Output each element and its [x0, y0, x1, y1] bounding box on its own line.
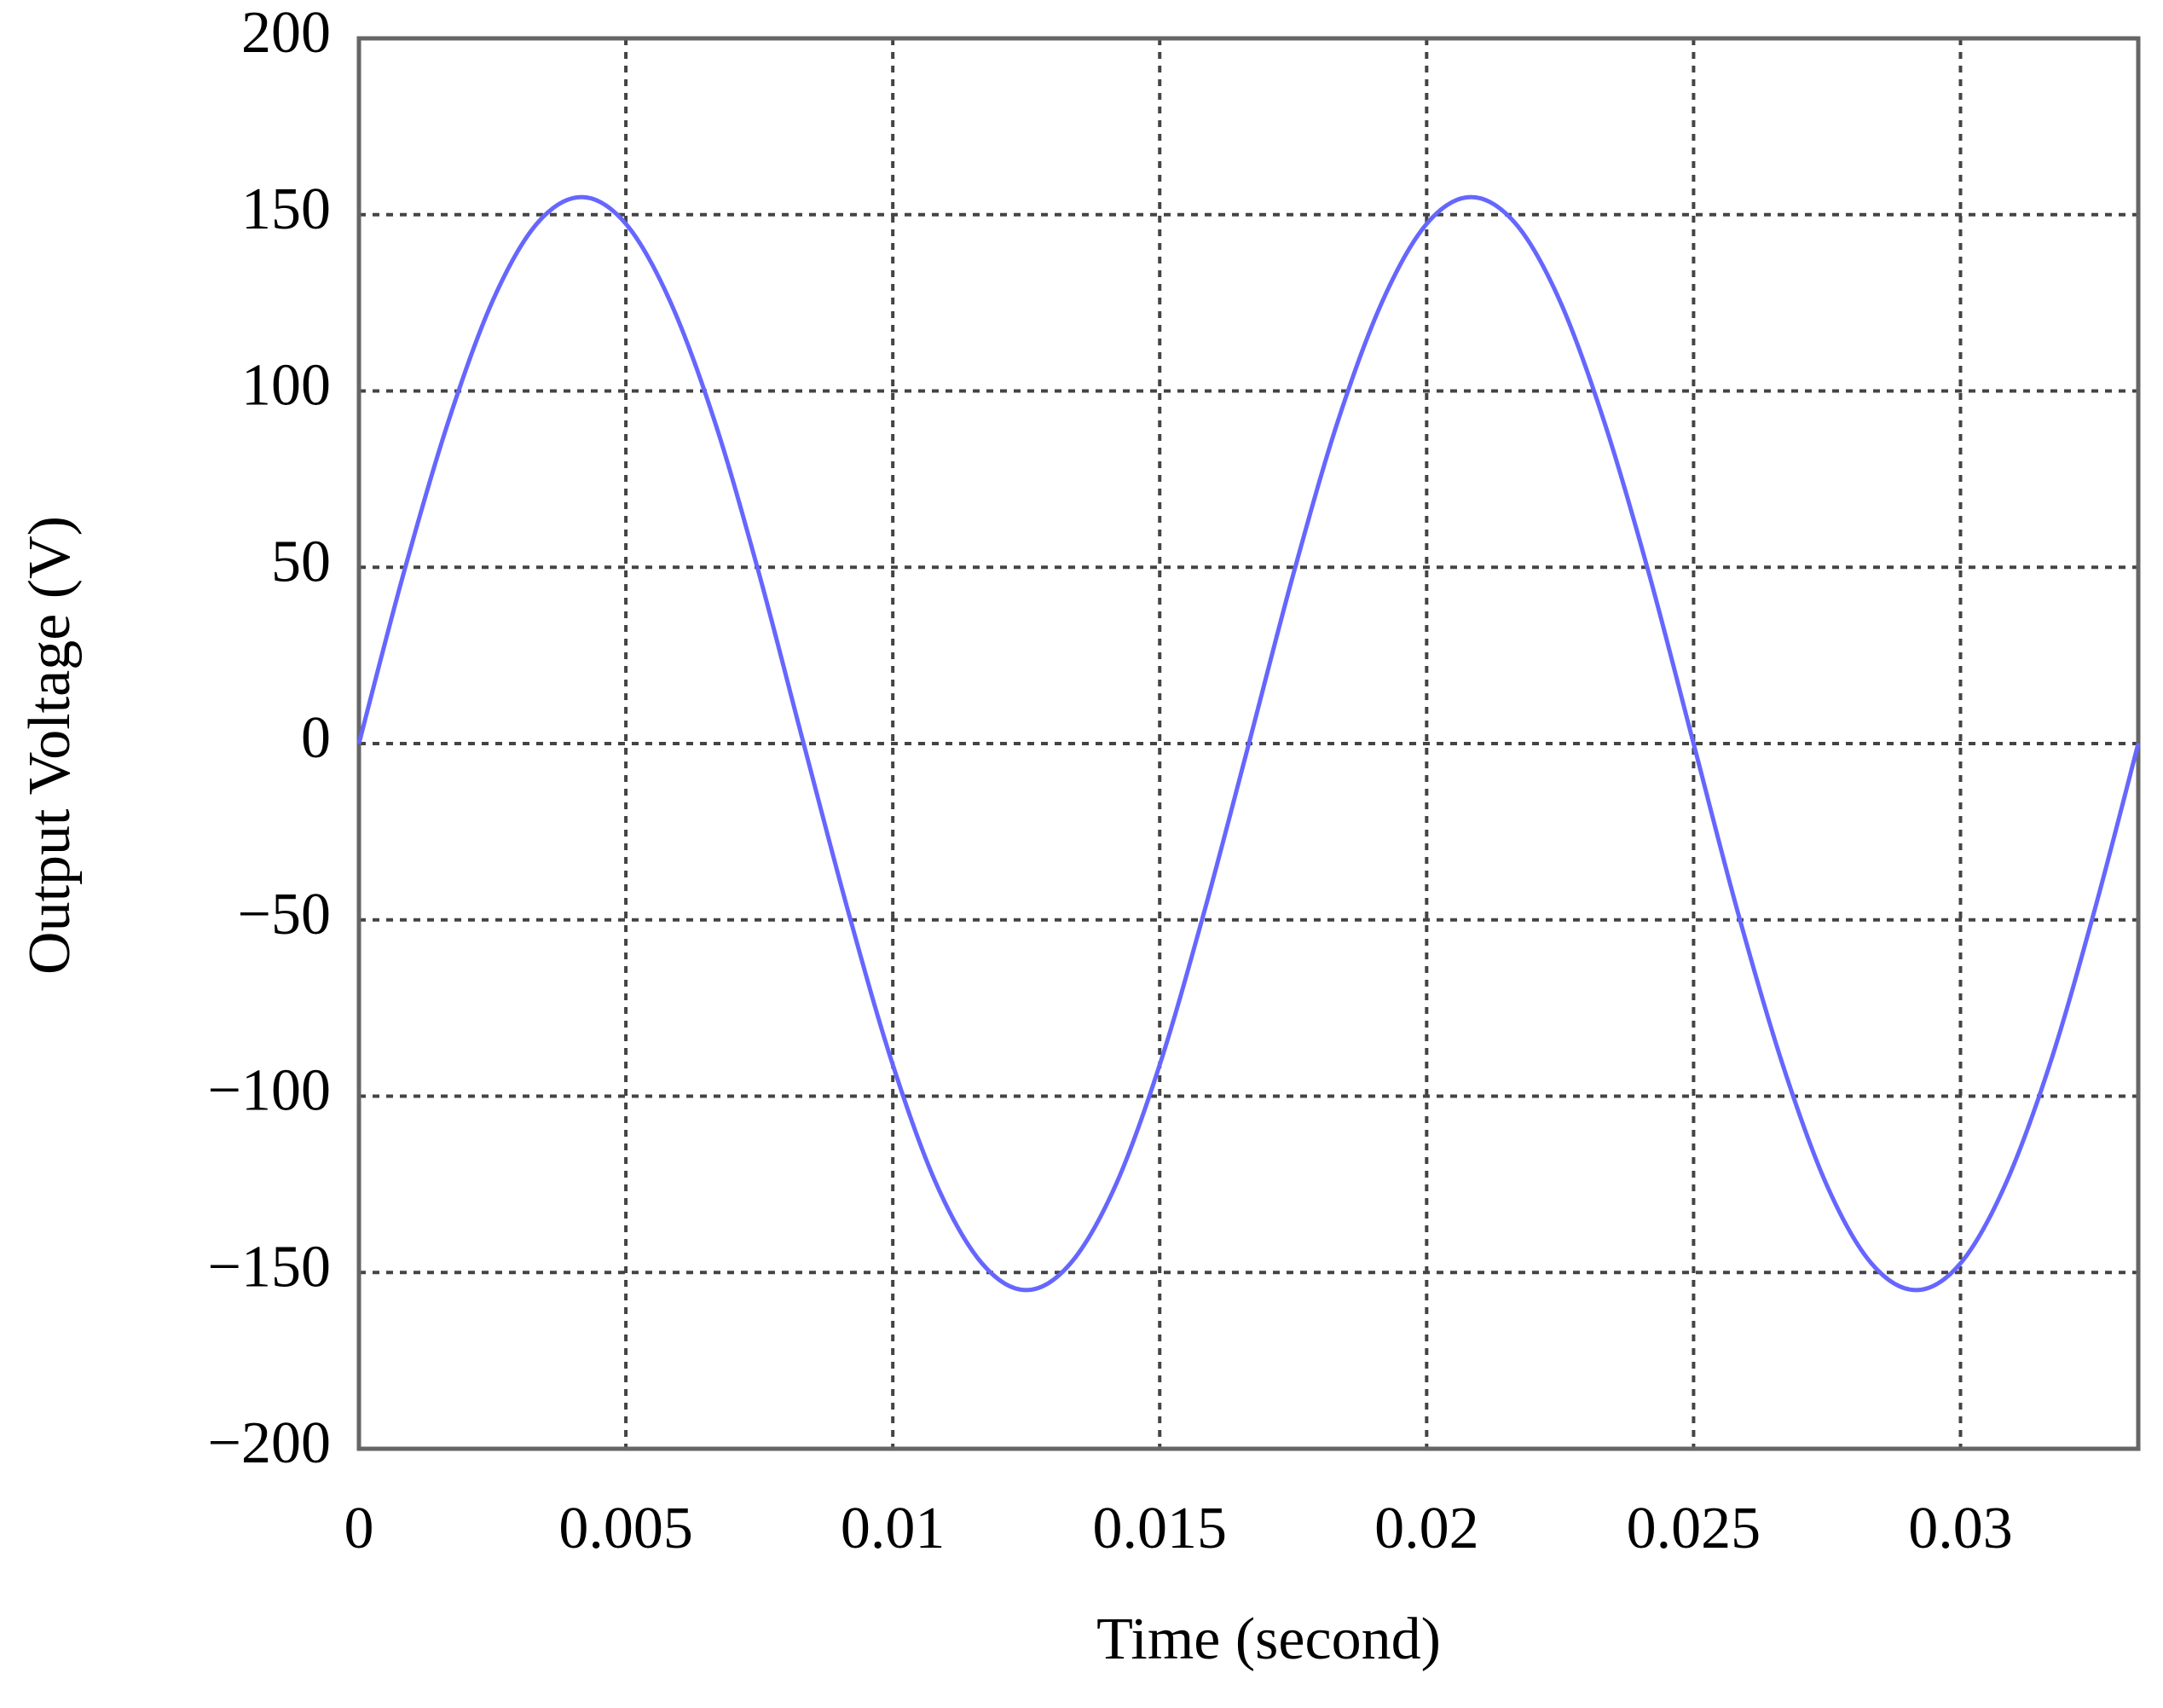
y-tick-label: 50: [271, 529, 331, 594]
x-tick-label: 0.005: [558, 1496, 693, 1561]
y-tick-label: 200: [241, 0, 331, 66]
x-tick-label: 0.02: [1374, 1496, 1479, 1561]
y-tick-label: −50: [238, 882, 331, 947]
x-axis-title: Time (second): [1096, 1607, 1441, 1672]
y-axis-title: Output Voltage (V): [17, 516, 83, 975]
y-tick-label: 150: [241, 177, 331, 242]
y-tick-label: −150: [208, 1234, 331, 1300]
y-tick-label: −100: [208, 1058, 331, 1124]
x-tick-label: 0.015: [1092, 1496, 1227, 1561]
line-series: [356, 194, 2141, 1293]
x-tick-label: 0.03: [1908, 1496, 2013, 1561]
y-tick-label: 100: [241, 353, 331, 419]
y-tick-label: 0: [301, 705, 331, 771]
x-tick-label: 0.025: [1627, 1496, 1761, 1561]
x-tick-label: 0.01: [841, 1496, 946, 1561]
x-tick-label: 0: [344, 1496, 374, 1561]
y-tick-label: −200: [208, 1410, 331, 1476]
